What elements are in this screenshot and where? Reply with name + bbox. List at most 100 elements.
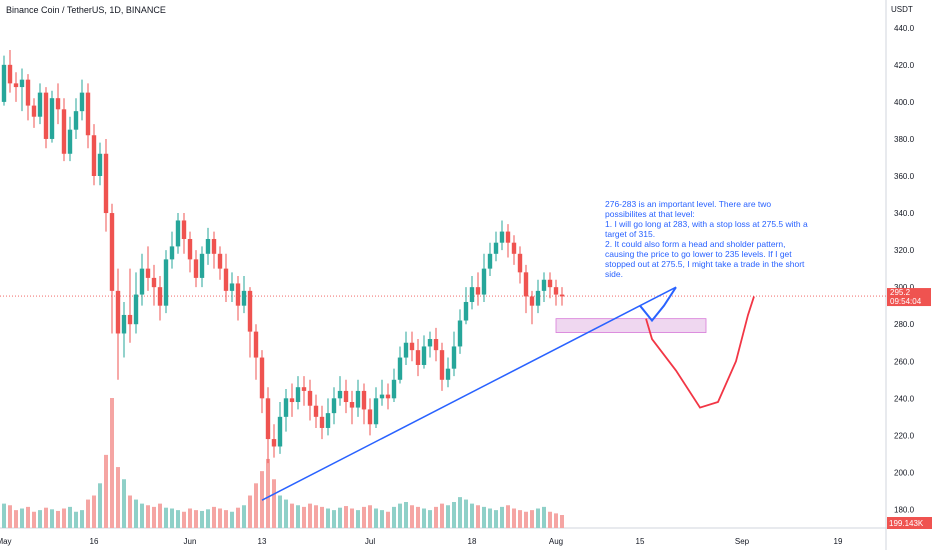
x-tick-label: 13 xyxy=(258,537,267,546)
volume-bar xyxy=(560,515,564,528)
candle-body xyxy=(121,314,127,334)
candle-body xyxy=(37,92,43,117)
candle-body xyxy=(415,350,421,365)
candle-body xyxy=(325,413,331,428)
volume-bar xyxy=(428,510,432,528)
volume-bar xyxy=(350,508,354,528)
candle-body xyxy=(409,342,415,351)
volume-bar xyxy=(104,454,108,528)
y-tick-label: 440.0 xyxy=(894,24,915,33)
last-price-value: 295.2 xyxy=(890,288,911,297)
candle-body xyxy=(127,314,133,325)
volume-bar xyxy=(302,506,306,528)
x-tick-label: May xyxy=(0,537,12,546)
annotation-text: 276-283 is an important level. There are… xyxy=(605,199,808,279)
candle-body xyxy=(511,242,517,254)
candle-body xyxy=(61,109,67,154)
volume-bar xyxy=(122,479,126,528)
x-tick-label: Aug xyxy=(549,537,563,546)
y-tick-label: 260.0 xyxy=(894,357,915,366)
countdown-timer: 09:54:04 xyxy=(890,297,922,306)
volume-bar xyxy=(542,506,546,528)
volume-bar xyxy=(152,506,156,528)
volume-bar xyxy=(314,505,318,528)
volume-bar xyxy=(326,508,330,528)
candle-body xyxy=(229,283,235,291)
volume-bar xyxy=(188,508,192,528)
last-price-tag xyxy=(887,288,931,307)
y-tick-label: 220.0 xyxy=(894,431,915,440)
candle-body xyxy=(253,331,259,358)
volume-bar xyxy=(158,503,162,528)
volume-bar xyxy=(110,398,114,528)
volume-bar xyxy=(476,505,480,528)
candle-body xyxy=(505,231,511,243)
volume-bar xyxy=(236,507,240,528)
candle-body xyxy=(19,79,25,88)
x-tick-label: Jul xyxy=(365,537,375,546)
candle-body xyxy=(217,253,223,269)
candle-body xyxy=(361,390,367,410)
candle-body xyxy=(499,231,505,243)
volume-bar xyxy=(68,506,72,528)
candle-body xyxy=(403,342,409,358)
volume-bar xyxy=(218,508,222,528)
volume-bar xyxy=(62,508,66,528)
volume-bar xyxy=(422,508,426,528)
candle-body xyxy=(427,339,433,347)
candle-body xyxy=(73,111,79,130)
candle-body xyxy=(553,287,559,295)
candle-body xyxy=(355,390,361,408)
volume-bar xyxy=(140,503,144,528)
candle-body xyxy=(433,339,439,351)
candle-body xyxy=(517,253,523,273)
candle-body xyxy=(457,320,463,347)
candle-body xyxy=(367,409,373,425)
volume-bar xyxy=(254,483,258,528)
volume-bar xyxy=(362,506,366,528)
volume-bar xyxy=(248,495,252,528)
candle-body xyxy=(187,238,193,260)
candle-body xyxy=(547,279,553,288)
candle-body xyxy=(241,290,247,306)
volume-bar xyxy=(506,505,510,528)
volume-bar xyxy=(380,510,384,528)
volume-bar xyxy=(386,511,390,528)
candle-body xyxy=(487,253,493,269)
volume-bar xyxy=(242,505,246,528)
candle-body xyxy=(421,346,427,365)
candle-body xyxy=(397,357,403,380)
candle-body xyxy=(145,268,151,278)
volume-bar xyxy=(518,510,522,528)
y-tick-label: 360.0 xyxy=(894,172,915,181)
candle-body xyxy=(205,238,211,254)
volume-bar xyxy=(86,499,90,528)
volume-bar xyxy=(80,510,84,528)
volume-bar xyxy=(536,508,540,528)
volume-bar xyxy=(410,505,414,528)
y-tick-label: 240.0 xyxy=(894,394,915,403)
candle-body xyxy=(343,390,349,403)
volume-bar xyxy=(134,499,138,528)
candle-body xyxy=(481,268,487,295)
candle-body xyxy=(439,350,445,380)
candle-body xyxy=(385,394,391,399)
volume-bar xyxy=(368,505,372,528)
volume-bar xyxy=(338,507,342,528)
volume-bar xyxy=(458,497,462,528)
candle-body xyxy=(139,268,145,295)
chart-title: Binance Coin / TetherUS, 1D, BINANCE xyxy=(6,5,166,15)
y-tick-label: 300.0 xyxy=(894,283,915,292)
volume-bar xyxy=(332,510,336,528)
volume-bar xyxy=(470,503,474,528)
y-tick-label: 380.0 xyxy=(894,135,915,144)
candle-body xyxy=(259,357,265,399)
volume-bar xyxy=(272,479,276,528)
volume-bar xyxy=(98,483,102,528)
volume-bar xyxy=(8,505,12,528)
volume-bar xyxy=(44,507,48,528)
volume-bar xyxy=(206,509,210,528)
candle-body xyxy=(277,416,283,447)
bearish-projection xyxy=(645,296,755,409)
